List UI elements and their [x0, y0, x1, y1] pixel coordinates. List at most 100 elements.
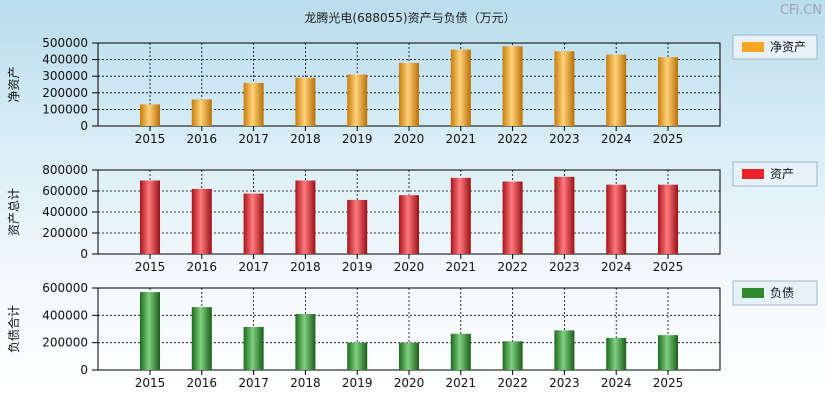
x-tick-label: 2020 — [394, 260, 425, 274]
bar-2018 — [295, 77, 316, 126]
x-tick-label: 2016 — [187, 132, 218, 146]
chart-panel-1: 0 100000 200000 300000 400000 500000 2015 2016 2… — [7, 34, 818, 146]
bar-2017 — [243, 326, 264, 370]
bar-2024 — [606, 337, 627, 370]
legend: 负债 — [732, 280, 818, 306]
legend-swatch — [742, 288, 764, 298]
x-tick-label: 2019 — [342, 132, 373, 146]
chart-title: 龙腾光电(688055)资产与负债（万元） — [304, 10, 515, 25]
y-tick-label: 400000 — [42, 308, 88, 322]
bar-2021 — [450, 177, 471, 254]
bar-2024 — [606, 184, 627, 254]
bar-2022 — [502, 181, 523, 254]
x-tick-label: 2020 — [394, 132, 425, 146]
x-tick-label: 2023 — [549, 132, 580, 146]
bar-2020 — [399, 62, 419, 126]
watermark-logo: CFi.CN — [780, 3, 822, 18]
y-tick-label: 500000 — [42, 36, 88, 50]
bar-2023 — [554, 330, 575, 370]
y-tick-label: 0 — [80, 363, 88, 377]
x-tick-label: 2018 — [290, 260, 321, 274]
x-tick-label: 2019 — [342, 376, 373, 390]
bar-2025 — [658, 335, 678, 370]
bar-2018 — [295, 180, 316, 254]
x-tick-label: 2025 — [653, 260, 684, 274]
y-tick-label: 200000 — [42, 226, 88, 240]
bar-2016 — [191, 307, 212, 370]
x-tick-label: 2022 — [497, 132, 528, 146]
y-axis-label: 负债合计 — [6, 305, 21, 353]
x-tick-label: 2018 — [290, 132, 321, 146]
bar-2020 — [399, 342, 419, 370]
bar-2021 — [450, 333, 471, 370]
y-tick-label: 800000 — [42, 163, 88, 177]
x-tick-label: 2018 — [290, 376, 321, 390]
x-tick-label: 2021 — [446, 132, 477, 146]
y-tick-label: 100000 — [42, 102, 88, 116]
x-tick-label: 2019 — [342, 260, 373, 274]
x-tick-label: 2025 — [653, 376, 684, 390]
legend-swatch — [742, 42, 764, 52]
bar-2018 — [295, 313, 316, 370]
x-tick-label: 2022 — [497, 260, 528, 274]
x-tick-label: 2016 — [187, 260, 218, 274]
bar-2017 — [243, 82, 264, 126]
bar-2025 — [658, 184, 678, 254]
y-tick-label: 300000 — [42, 69, 88, 83]
y-tick-label: 200000 — [42, 86, 88, 100]
bar-2016 — [191, 188, 212, 254]
x-tick-label: 2017 — [238, 260, 269, 274]
bar-2023 — [554, 51, 575, 126]
x-tick-label: 2016 — [187, 376, 218, 390]
chart-panel-2: 0 200000 400000 600000 800000 2015 2016 2017 201… — [7, 161, 818, 274]
x-tick-label: 2015 — [135, 376, 166, 390]
x-tick-label: 2017 — [238, 132, 269, 146]
bar-2019 — [347, 342, 368, 370]
legend: 净资产 — [732, 34, 818, 60]
bar-2022 — [502, 46, 523, 126]
y-axis-label: 净资产 — [7, 66, 21, 102]
y-tick-label: 0 — [80, 119, 88, 133]
x-tick-label: 2025 — [653, 132, 684, 146]
y-tick-label: 200000 — [42, 336, 88, 350]
bar-2019 — [347, 74, 368, 126]
x-tick-label: 2015 — [135, 260, 166, 274]
bar-2024 — [606, 54, 627, 127]
x-tick-label: 2017 — [238, 376, 269, 390]
bar-2015 — [140, 104, 160, 126]
y-axis-label: 资产总计 — [7, 188, 21, 236]
x-tick-label: 2020 — [394, 376, 425, 390]
y-tick-label: 600000 — [42, 281, 88, 295]
bar-2017 — [243, 193, 264, 254]
y-tick-label: 600000 — [42, 184, 88, 198]
bar-2025 — [658, 57, 678, 126]
bar-2019 — [347, 199, 368, 254]
x-tick-label: 2015 — [135, 132, 166, 146]
y-tick-label: 400000 — [42, 53, 88, 67]
x-tick-label: 2021 — [446, 260, 477, 274]
x-tick-label: 2024 — [601, 132, 632, 146]
legend-swatch — [742, 169, 764, 179]
chart-panels: 0 100000 200000 300000 400000 500000 2015 2016 2… — [6, 34, 818, 390]
y-tick-label: 400000 — [42, 205, 88, 219]
x-tick-label: 2023 — [549, 376, 580, 390]
legend-label: 净资产 — [770, 40, 806, 54]
bar-2022 — [502, 341, 523, 370]
x-tick-label: 2021 — [446, 376, 477, 390]
bar-2015 — [140, 180, 160, 254]
x-tick-label: 2024 — [601, 376, 632, 390]
bar-2021 — [450, 49, 471, 126]
x-tick-label: 2022 — [497, 376, 528, 390]
bar-2016 — [191, 99, 212, 126]
legend-label: 资产 — [770, 167, 794, 181]
y-tick-label: 0 — [80, 247, 88, 261]
legend-label: 负债 — [770, 286, 794, 300]
bar-2015 — [140, 292, 160, 370]
bar-2020 — [399, 195, 419, 254]
x-tick-label: 2023 — [549, 260, 580, 274]
bar-2023 — [554, 176, 575, 254]
chart-panel-3: 0 200000 400000 600000 2015 2016 2017 2018 2019 2… — [6, 280, 818, 390]
legend: 资产 — [732, 161, 818, 187]
x-tick-label: 2024 — [601, 260, 632, 274]
